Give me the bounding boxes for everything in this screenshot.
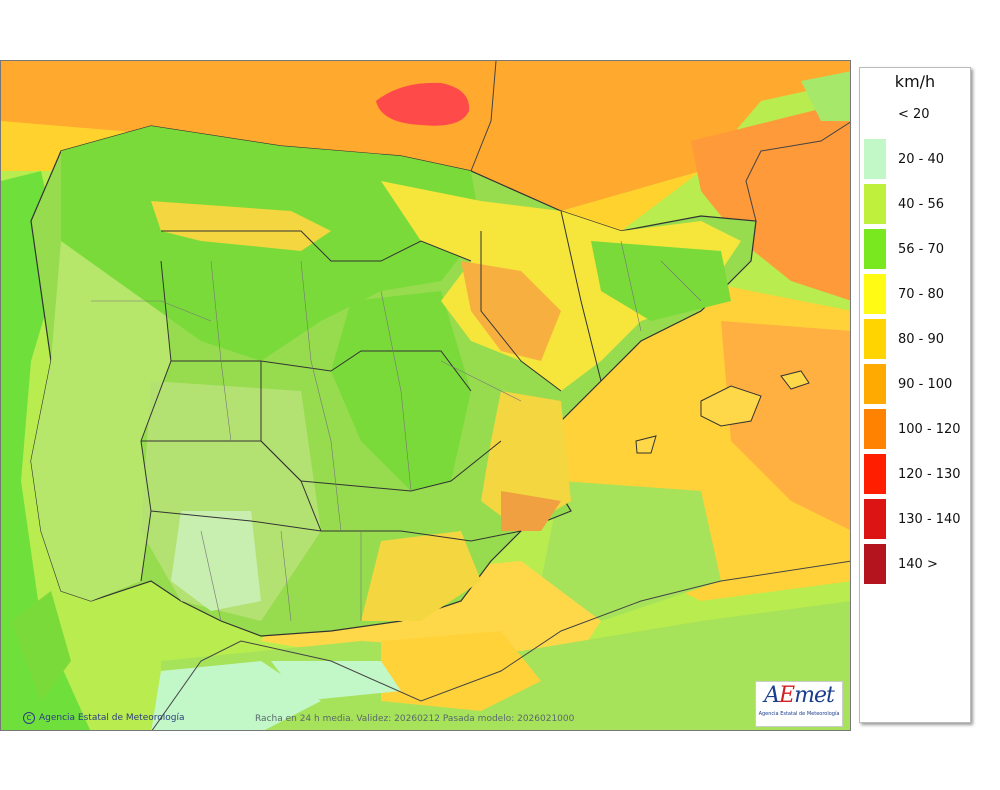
catalonia-green-zone: [591, 241, 731, 321]
menorca: [780, 370, 810, 390]
copyright-icon: C: [23, 712, 35, 724]
legend-swatch: [864, 319, 886, 359]
legend-item: 80 - 90: [864, 319, 944, 359]
legend-label: 20 - 40: [898, 151, 945, 167]
legend-item: 56 - 70: [864, 229, 944, 269]
guadalquivir-calm-zone: [171, 511, 261, 611]
legend-item: 40 - 56: [864, 184, 944, 224]
balearic-orange: [721, 321, 850, 531]
gibraltar-calm-zone: [151, 661, 321, 730]
aemet-logo-subtitle: Agencia Estatal de Meteorología: [758, 711, 840, 717]
legend-label: 70 - 80: [898, 286, 945, 302]
ibiza: [635, 435, 657, 454]
legend-label: 140 >: [898, 556, 938, 572]
legend-label: 80 - 90: [898, 331, 945, 347]
credit-text: Agencia Estatal de Meteorología: [39, 713, 185, 723]
legend-swatch: [864, 184, 886, 224]
coastlines: [151, 61, 850, 730]
legend-item: 140 >: [864, 544, 938, 584]
alboran-yellow: [381, 631, 541, 711]
atlantic-green-zone: [1, 171, 91, 730]
legend-item: 100 - 120: [864, 409, 961, 449]
legend-swatch: [864, 544, 886, 584]
legend-panel: km/h < 20 20 - 40 40 - 56 56 - 70 70 - 80 80 …: [859, 67, 971, 723]
legend-swatch: [864, 139, 886, 179]
legend-item: 90 - 100: [864, 364, 952, 404]
betic-yellow-zone: [361, 531, 481, 621]
legend-label: 40 - 56: [898, 196, 945, 212]
alps-green: [801, 71, 850, 121]
legend-label: 56 - 70: [898, 241, 945, 257]
legend-swatch: [864, 409, 886, 449]
legend-swatch: [864, 274, 886, 314]
aemet-logo-word: AEmet: [764, 683, 835, 708]
legend-label: < 20: [898, 106, 930, 122]
legend-label: 90 - 100: [898, 376, 953, 392]
strait-calm-zone: [271, 661, 401, 701]
aemet-logo: AEmet Agencia Estatal de Meteorología: [755, 681, 843, 727]
legend-label: 130 - 140: [898, 511, 961, 527]
legend-label: 100 - 120: [898, 421, 961, 437]
alboran-green: [541, 481, 721, 621]
iberian-range-orange: [461, 261, 561, 361]
gulf-of-lion-orange: [691, 101, 850, 301]
cantabrian-yellow-zone: [151, 201, 331, 251]
legend-swatch: [864, 454, 886, 494]
credit-line: C Agencia Estatal de Meteorología: [23, 712, 185, 724]
legend-swatch: [864, 499, 886, 539]
legend-swatch: [864, 364, 886, 404]
wind-gust-map: C Agencia Estatal de Meteorología Racha …: [0, 60, 851, 731]
legend-item: 130 - 140: [864, 499, 961, 539]
mallorca: [700, 385, 762, 427]
legend-title: km/h: [894, 72, 936, 91]
biscay-orange-zone: [1, 61, 850, 211]
portugal-light-zone: [31, 241, 171, 601]
legend-item: < 20: [864, 94, 930, 134]
legend-label: 120 - 130: [898, 466, 961, 482]
legend-item: 20 - 40: [864, 139, 944, 179]
betic-orange-zone: [501, 491, 561, 531]
map-canvas: [1, 61, 850, 730]
region-borders: [140, 210, 602, 582]
validity-text: Racha en 24 h media. Validez: 20260212 P…: [255, 714, 575, 724]
algarve-green-zone: [11, 591, 71, 701]
legend-item: 70 - 80: [864, 274, 944, 314]
province-borders: [91, 240, 702, 622]
legend-swatch: [864, 229, 886, 269]
legend-swatch: [864, 94, 886, 134]
ebro-yellow-zone: [381, 181, 741, 391]
legend-item: 120 - 130: [864, 454, 961, 494]
biscay-red-core: [376, 82, 470, 126]
